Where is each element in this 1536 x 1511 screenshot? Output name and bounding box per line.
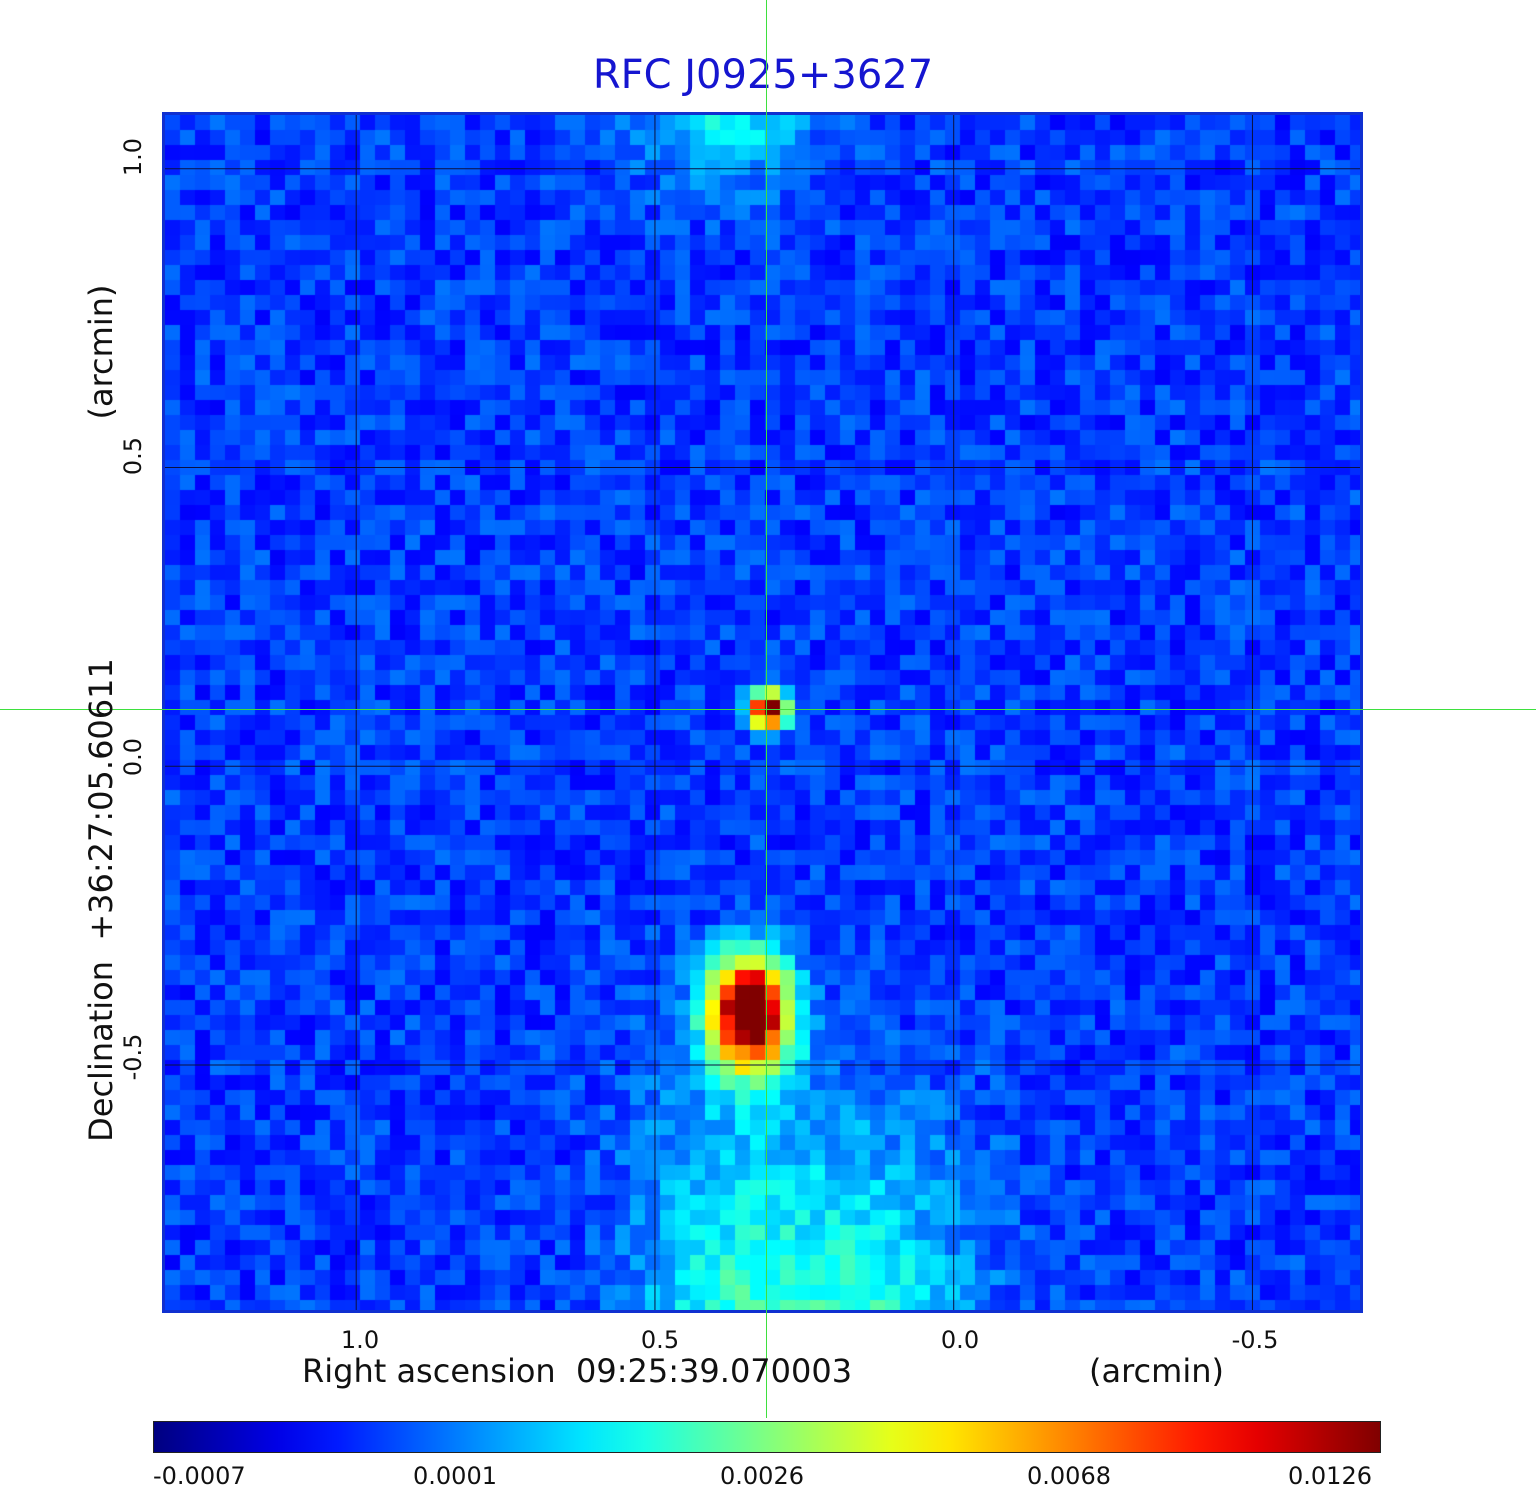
colorbar-tick-label: -0.0007: [153, 1462, 246, 1490]
plot-title: RFC J0925+3627: [592, 52, 934, 98]
x-tick-label: 0.5: [640, 1326, 680, 1354]
colorbar-tick-label: 0.0068: [1027, 1462, 1111, 1490]
y-tick-label: 1.0: [119, 137, 147, 177]
colorbar-tick-label: 0.0001: [413, 1462, 497, 1490]
colorbar-tick-label: 0.0126: [1288, 1462, 1372, 1490]
colorbar-tick-label: 0.0026: [720, 1462, 804, 1490]
coordinate-grid: [165, 115, 1360, 1310]
y-tick-label: -0.5: [119, 1033, 147, 1081]
y-tick-label: 0.5: [119, 436, 147, 476]
x-tick-label: 1.0: [340, 1326, 380, 1354]
sky-image[interactable]: [162, 112, 1363, 1313]
x-axis-label: Right ascension 09:25:39.070003: [302, 1352, 853, 1390]
y-tick-label: 0.0: [119, 737, 147, 777]
x-axis-unit: (arcmin): [1089, 1352, 1224, 1390]
intensity-map: [165, 115, 1360, 1310]
y-axis-unit: (arcmin): [82, 284, 120, 420]
x-tick-label: 0.0: [940, 1326, 980, 1354]
crosshair-horizontal: [0, 709, 1536, 710]
colorbar: [153, 1421, 1381, 1453]
y-axis-label: Declination +36:27:05.60611: [82, 658, 120, 1142]
x-tick-label: -0.5: [1231, 1326, 1279, 1354]
